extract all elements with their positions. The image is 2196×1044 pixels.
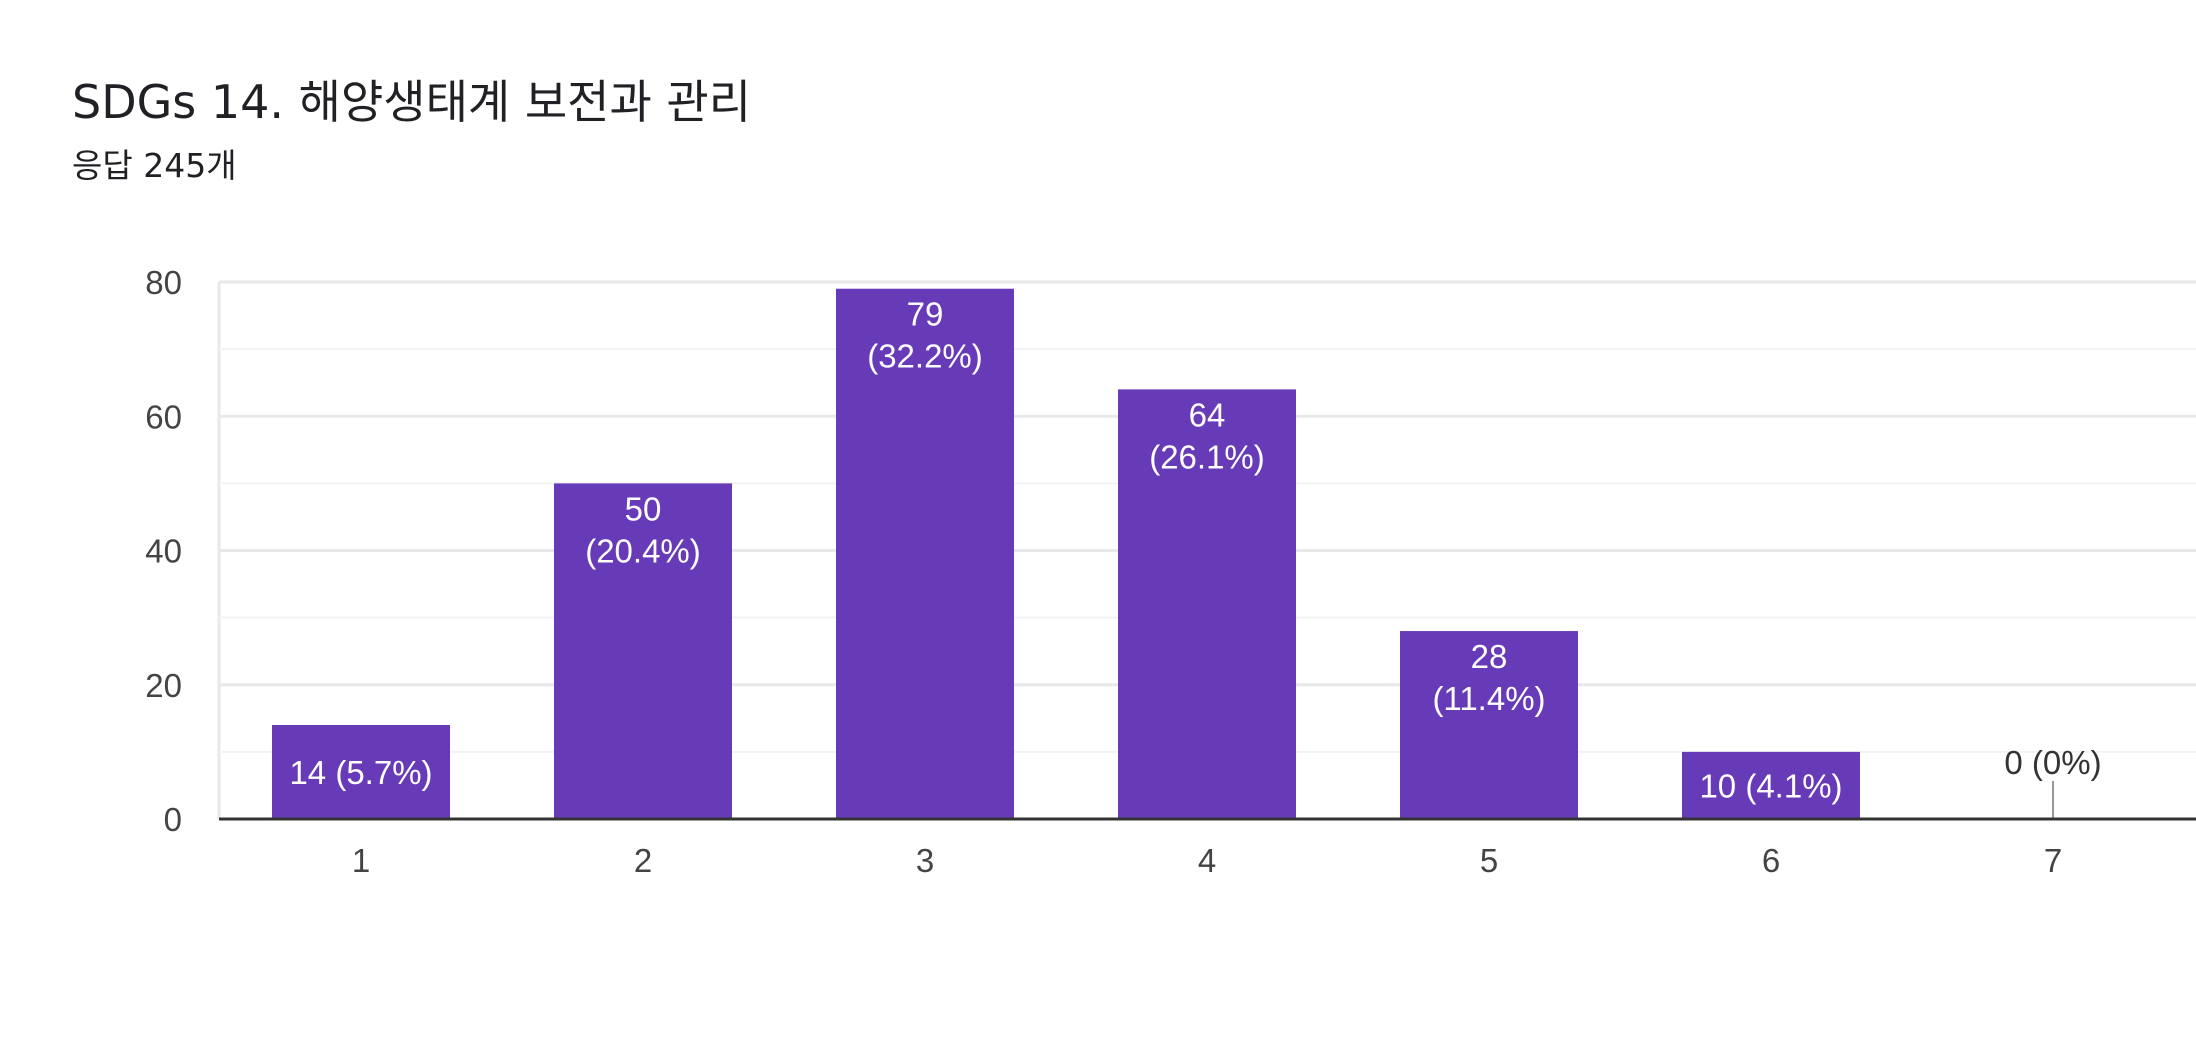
y-tick-label: 80 <box>145 264 182 301</box>
y-tick-label: 20 <box>145 667 182 704</box>
y-tick-label: 60 <box>145 398 182 435</box>
y-tick-label: 40 <box>145 533 182 570</box>
x-tick-label: 1 <box>352 842 370 879</box>
x-tick-label: 7 <box>2044 842 2062 879</box>
response-count: 응답 245개 <box>72 146 237 185</box>
x-tick-label: 4 <box>1198 842 1216 879</box>
data-label: 50 <box>625 490 662 527</box>
data-label: 79 <box>907 296 944 333</box>
x-tick-label: 3 <box>916 842 934 879</box>
bar-1[interactable] <box>272 725 450 819</box>
data-label: 14 (5.7%) <box>289 754 432 791</box>
x-tick-label: 6 <box>1762 842 1780 879</box>
chart-title: SDGs 14. 해양생태계 보전과 관리 <box>72 75 752 129</box>
y-tick-label: 0 <box>164 801 182 838</box>
data-label: 28 <box>1471 638 1508 675</box>
bar-2[interactable] <box>554 483 732 819</box>
data-label: (32.2%) <box>867 338 983 375</box>
data-label: (11.4%) <box>1432 680 1545 717</box>
x-tick-label: 2 <box>634 842 652 879</box>
bar-5[interactable] <box>1400 631 1578 819</box>
data-label: (26.1%) <box>1149 438 1265 475</box>
bar-6[interactable] <box>1682 751 1860 819</box>
bar-3[interactable] <box>836 288 1014 819</box>
x-tick-label: 5 <box>1480 842 1498 879</box>
data-label: 64 <box>1189 396 1226 433</box>
data-label: (20.4%) <box>585 532 701 569</box>
data-label: 10 (4.1%) <box>1699 767 1842 804</box>
data-label: 0 (0%) <box>2004 744 2101 781</box>
bar-4[interactable] <box>1118 389 1296 819</box>
